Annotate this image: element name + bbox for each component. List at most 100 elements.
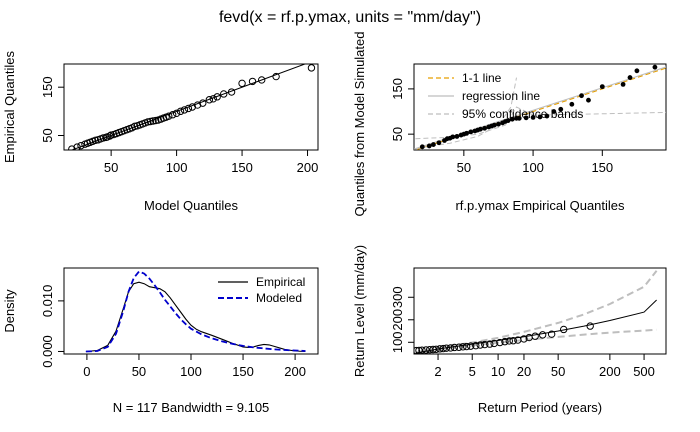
data-point bbox=[172, 109, 181, 117]
data-point bbox=[422, 346, 430, 354]
panel-density-plot: 0 50 100 150 200 0.000 0.010 Empirical Modeled… bbox=[2, 267, 319, 415]
data-point bbox=[486, 340, 494, 348]
one-to-one-line bbox=[414, 67, 666, 150]
data-point bbox=[505, 118, 511, 123]
data-point bbox=[509, 337, 517, 345]
data-point bbox=[418, 346, 426, 354]
panel-qq-plot: 50 100 150 200 50 150 Model Quantiles Empiric… bbox=[2, 51, 319, 213]
x-tick-label: 150 bbox=[232, 364, 254, 379]
x-tick-label: 50 bbox=[132, 364, 146, 379]
y-tick-label: 300 bbox=[390, 286, 405, 308]
lower-confidence-band bbox=[415, 328, 657, 354]
y-axis-label: Empirical Quantiles bbox=[2, 51, 17, 163]
data-point bbox=[131, 122, 139, 131]
data-point bbox=[107, 131, 115, 139]
data-point bbox=[501, 337, 509, 346]
panel-simulated-qq-plot: 50 100 150 50 150 1-1 line regression line 9… bbox=[352, 32, 667, 217]
data-point bbox=[144, 118, 152, 126]
x-tick-label: 50 bbox=[457, 160, 471, 175]
legend: 1-1 line regression line 95% confidence … bbox=[428, 71, 583, 121]
legend-1to1-label: 1-1 line bbox=[462, 71, 502, 85]
data-point bbox=[442, 344, 451, 352]
plot-frame bbox=[63, 63, 319, 151]
x-tick-label: 100 bbox=[522, 160, 544, 175]
data-point bbox=[462, 342, 471, 351]
legend-empirical-label: Empirical bbox=[256, 275, 305, 289]
x-tick-label: 2 bbox=[434, 364, 441, 379]
data-point bbox=[209, 95, 217, 103]
data-point bbox=[165, 112, 173, 120]
data-point bbox=[106, 132, 114, 140]
y-tick-label: 50 bbox=[390, 127, 405, 141]
data-point bbox=[579, 93, 584, 99]
data-point bbox=[478, 126, 483, 132]
data-point bbox=[258, 76, 266, 84]
data-point bbox=[213, 93, 221, 101]
data-point bbox=[538, 331, 547, 339]
data-point bbox=[77, 141, 85, 150]
data-point bbox=[199, 99, 207, 107]
data-point bbox=[509, 116, 515, 122]
confidence-band bbox=[415, 77, 517, 150]
data-point bbox=[586, 322, 594, 330]
data-point bbox=[238, 79, 246, 88]
data-point bbox=[455, 343, 463, 351]
data-point bbox=[432, 345, 440, 353]
data-point bbox=[439, 344, 447, 353]
data-point bbox=[227, 88, 236, 96]
y-axis-label: Density bbox=[2, 289, 17, 333]
y-tick-label: 0.000 bbox=[40, 335, 55, 368]
data-point bbox=[446, 344, 455, 352]
data-point bbox=[180, 106, 189, 114]
x-tick-label: 10 bbox=[491, 364, 505, 379]
data-point bbox=[496, 338, 504, 347]
legend-modeled-label: Modeled bbox=[256, 291, 302, 305]
data-point bbox=[73, 143, 81, 150]
data-point bbox=[599, 84, 605, 90]
data-point bbox=[272, 72, 280, 81]
data-point bbox=[146, 117, 155, 126]
data-point bbox=[544, 113, 550, 119]
data-point bbox=[149, 117, 157, 125]
x-tick-label: 50 bbox=[551, 364, 565, 379]
x-tick-label: 0 bbox=[83, 364, 90, 379]
y-tick-label: 100 bbox=[390, 331, 405, 353]
return-level-fit-line bbox=[415, 299, 657, 354]
x-tick-label: 200 bbox=[284, 364, 306, 379]
data-point bbox=[551, 109, 557, 114]
y-tick-label: 0.010 bbox=[40, 285, 55, 318]
y-axis-label: Quantiles from Model Simulated bbox=[352, 32, 367, 217]
x-tick-label: 20 bbox=[517, 364, 531, 379]
data-point bbox=[450, 343, 459, 352]
y-axis-label: Return Level (mm/day) bbox=[352, 245, 367, 377]
data-point bbox=[586, 97, 591, 103]
y-tick-label: 50 bbox=[40, 128, 55, 142]
data-point bbox=[151, 116, 160, 125]
data-point bbox=[520, 335, 528, 343]
plot-frame bbox=[413, 63, 667, 151]
data-point bbox=[491, 122, 497, 128]
data-point bbox=[454, 134, 460, 139]
x-tick-label: 200 bbox=[297, 160, 319, 175]
x-axis-label: Model Quantiles bbox=[144, 198, 238, 213]
data-point bbox=[559, 325, 568, 334]
x-tick-label: 5 bbox=[469, 364, 476, 379]
plot-frame bbox=[413, 267, 667, 355]
data-point bbox=[530, 115, 536, 120]
x-tick-label: 50 bbox=[104, 160, 118, 175]
x-tick-label: 150 bbox=[231, 160, 253, 175]
data-point bbox=[531, 332, 539, 340]
data-point bbox=[537, 114, 543, 120]
data-point bbox=[68, 145, 76, 150]
data-point bbox=[459, 343, 467, 351]
x-axis-label: rf.p.ymax Empirical Quantiles bbox=[455, 198, 625, 213]
data-point bbox=[481, 340, 489, 349]
legend-regression-label: regression line bbox=[462, 89, 540, 103]
modeled-density-line bbox=[85, 270, 306, 353]
x-tick-label: 100 bbox=[166, 160, 188, 175]
one-to-one-line bbox=[70, 64, 307, 150]
data-point bbox=[419, 144, 425, 150]
x-tick-label: 200 bbox=[599, 364, 621, 379]
